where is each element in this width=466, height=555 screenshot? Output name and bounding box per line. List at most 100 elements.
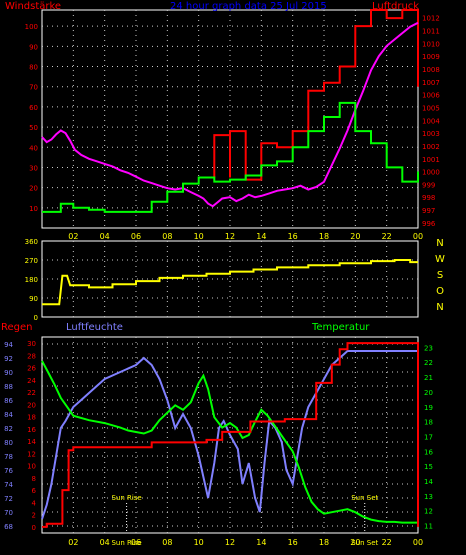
- temperature-tick-label: 14: [424, 478, 433, 486]
- rain-tick-label: 0: [32, 524, 36, 532]
- wind-tick-label: 10: [29, 205, 38, 213]
- humidity-tick-label: 90: [4, 369, 13, 377]
- hour-tick-label-bottom: 12: [225, 538, 235, 547]
- hour-tick-label-top: 00: [413, 232, 423, 241]
- humidity-tick-label: 84: [4, 411, 13, 419]
- temperature-tick-label: 11: [424, 523, 433, 531]
- wind-tick-label: 90: [29, 43, 38, 51]
- pressure-tick-label: 998: [422, 194, 435, 202]
- direction-tick-label: 270: [25, 257, 38, 265]
- hour-tick-label-bottom: 06: [131, 538, 141, 547]
- temperature-tick-label: 21: [424, 374, 433, 382]
- humidity-axis-title: Luftfeuchte: [66, 322, 123, 333]
- hour-tick-label-top: 06: [131, 232, 141, 241]
- pressure-tick-label: 1000: [422, 169, 440, 177]
- tick-labels: 1020304050607080901009969979989991000100…: [4, 15, 445, 547]
- humidity-line: [41, 350, 418, 520]
- temperature-line: [41, 360, 418, 524]
- hour-tick-label-top: 18: [319, 232, 329, 241]
- pressure-tick-label: 1009: [422, 53, 440, 61]
- temperature-tick-label: 19: [424, 404, 433, 412]
- pressure-tick-label: 997: [422, 207, 435, 215]
- humidity-tick-label: 72: [4, 495, 13, 503]
- rain-tick-label: 22: [27, 389, 36, 397]
- compass-label: O: [436, 286, 444, 297]
- sun-annotation-lower: Sun Set: [351, 539, 378, 547]
- temperature-tick-label: 18: [424, 419, 433, 427]
- hour-tick-label-top: 20: [350, 232, 360, 241]
- hour-tick-label-top: 10: [194, 232, 204, 241]
- rain-tick-label: 2: [32, 512, 36, 520]
- hour-tick-label-top: 22: [382, 232, 392, 241]
- rain-tick-label: 24: [27, 377, 36, 385]
- direction-tick-label: 360: [25, 238, 38, 246]
- sun-annotation-lower: Sun Rise: [111, 539, 141, 547]
- rain-axis-title: Regen: [1, 322, 33, 333]
- temperature-axis-title: Temperatur: [311, 322, 370, 333]
- hour-tick-label-top: 14: [256, 232, 266, 241]
- temperature-tick-label: 23: [424, 344, 433, 352]
- wind-tick-label: 50: [29, 124, 38, 132]
- hour-tick-label-top: 04: [100, 232, 110, 241]
- rain-tick-label: 20: [27, 401, 36, 409]
- rain-tick-label: 16: [27, 426, 36, 434]
- hour-tick-label-bottom: 10: [194, 538, 204, 547]
- temperature-tick-label: 12: [424, 508, 433, 516]
- pressure-tick-label: 1002: [422, 143, 440, 151]
- sun-annotation-upper: Sun Set: [351, 494, 378, 502]
- direction-tick-label: 0: [34, 314, 38, 322]
- wind-line: [42, 101, 419, 213]
- wind-tick-label: 80: [29, 64, 38, 72]
- rain-tick-label: 10: [27, 463, 36, 471]
- pressure-tick-label: 1007: [422, 79, 440, 87]
- temperature-tick-label: 15: [424, 463, 433, 471]
- series-layer: [41, 9, 419, 528]
- wind-tick-label: 100: [25, 23, 38, 31]
- rain-tick-label: 26: [27, 365, 36, 373]
- wind-tick-label: 40: [29, 144, 38, 152]
- wind-tick-label: 30: [29, 164, 38, 172]
- rain-tick-label: 14: [27, 438, 36, 446]
- chart-title: 24 hour graph data 25 Jul 2015: [170, 1, 327, 12]
- pressure-tick-label: 1003: [422, 130, 440, 138]
- temperature-tick-label: 16: [424, 448, 433, 456]
- humidity-tick-label: 74: [4, 481, 13, 489]
- direction-tick-label: 180: [25, 276, 38, 284]
- humidity-tick-label: 68: [4, 523, 13, 531]
- hour-tick-label-top: 08: [162, 232, 172, 241]
- rain-tick-label: 12: [27, 450, 36, 458]
- hour-tick-label-top: 16: [288, 232, 298, 241]
- humidity-tick-label: 76: [4, 467, 13, 475]
- pressure-tick-label: 1012: [422, 15, 440, 23]
- humidity-tick-label: 88: [4, 383, 13, 391]
- rain-tick-label: 6: [32, 487, 37, 495]
- panel-frame-2: [41, 240, 419, 318]
- rain-tick-label: 30: [27, 340, 36, 348]
- temperature-tick-label: 17: [424, 433, 433, 441]
- pressure-tick-label: 1005: [422, 104, 440, 112]
- sun-annotation-upper: Sun Rise: [111, 494, 141, 502]
- hour-tick-label-top: 12: [225, 232, 235, 241]
- pressure-line: [41, 21, 419, 208]
- rain-tick-label: 8: [32, 475, 36, 483]
- temperature-tick-label: 13: [424, 493, 433, 501]
- compass-label: N: [436, 302, 443, 313]
- pressure-tick-label: 1010: [422, 40, 440, 48]
- pressure-tick-label: 1001: [422, 156, 440, 164]
- humidity-tick-label: 86: [4, 397, 13, 405]
- compass-label: S: [437, 270, 443, 281]
- hour-tick-label-bottom: 04: [100, 538, 110, 547]
- pressure-tick-label: 1008: [422, 66, 440, 74]
- humidity-tick-label: 78: [4, 453, 13, 461]
- pressure-tick-label: 996: [422, 220, 436, 228]
- wind-tick-label: 60: [29, 104, 38, 112]
- wind-direction-line: [42, 259, 418, 306]
- rain-line: [42, 342, 419, 528]
- hour-tick-label-bottom: 20: [350, 538, 360, 547]
- hour-tick-label-bottom: 00: [413, 538, 423, 547]
- compass-label: N: [436, 238, 443, 249]
- rain-tick-label: 18: [27, 414, 36, 422]
- wind-gust-bars: [213, 9, 419, 181]
- humidity-tick-label: 80: [4, 439, 13, 447]
